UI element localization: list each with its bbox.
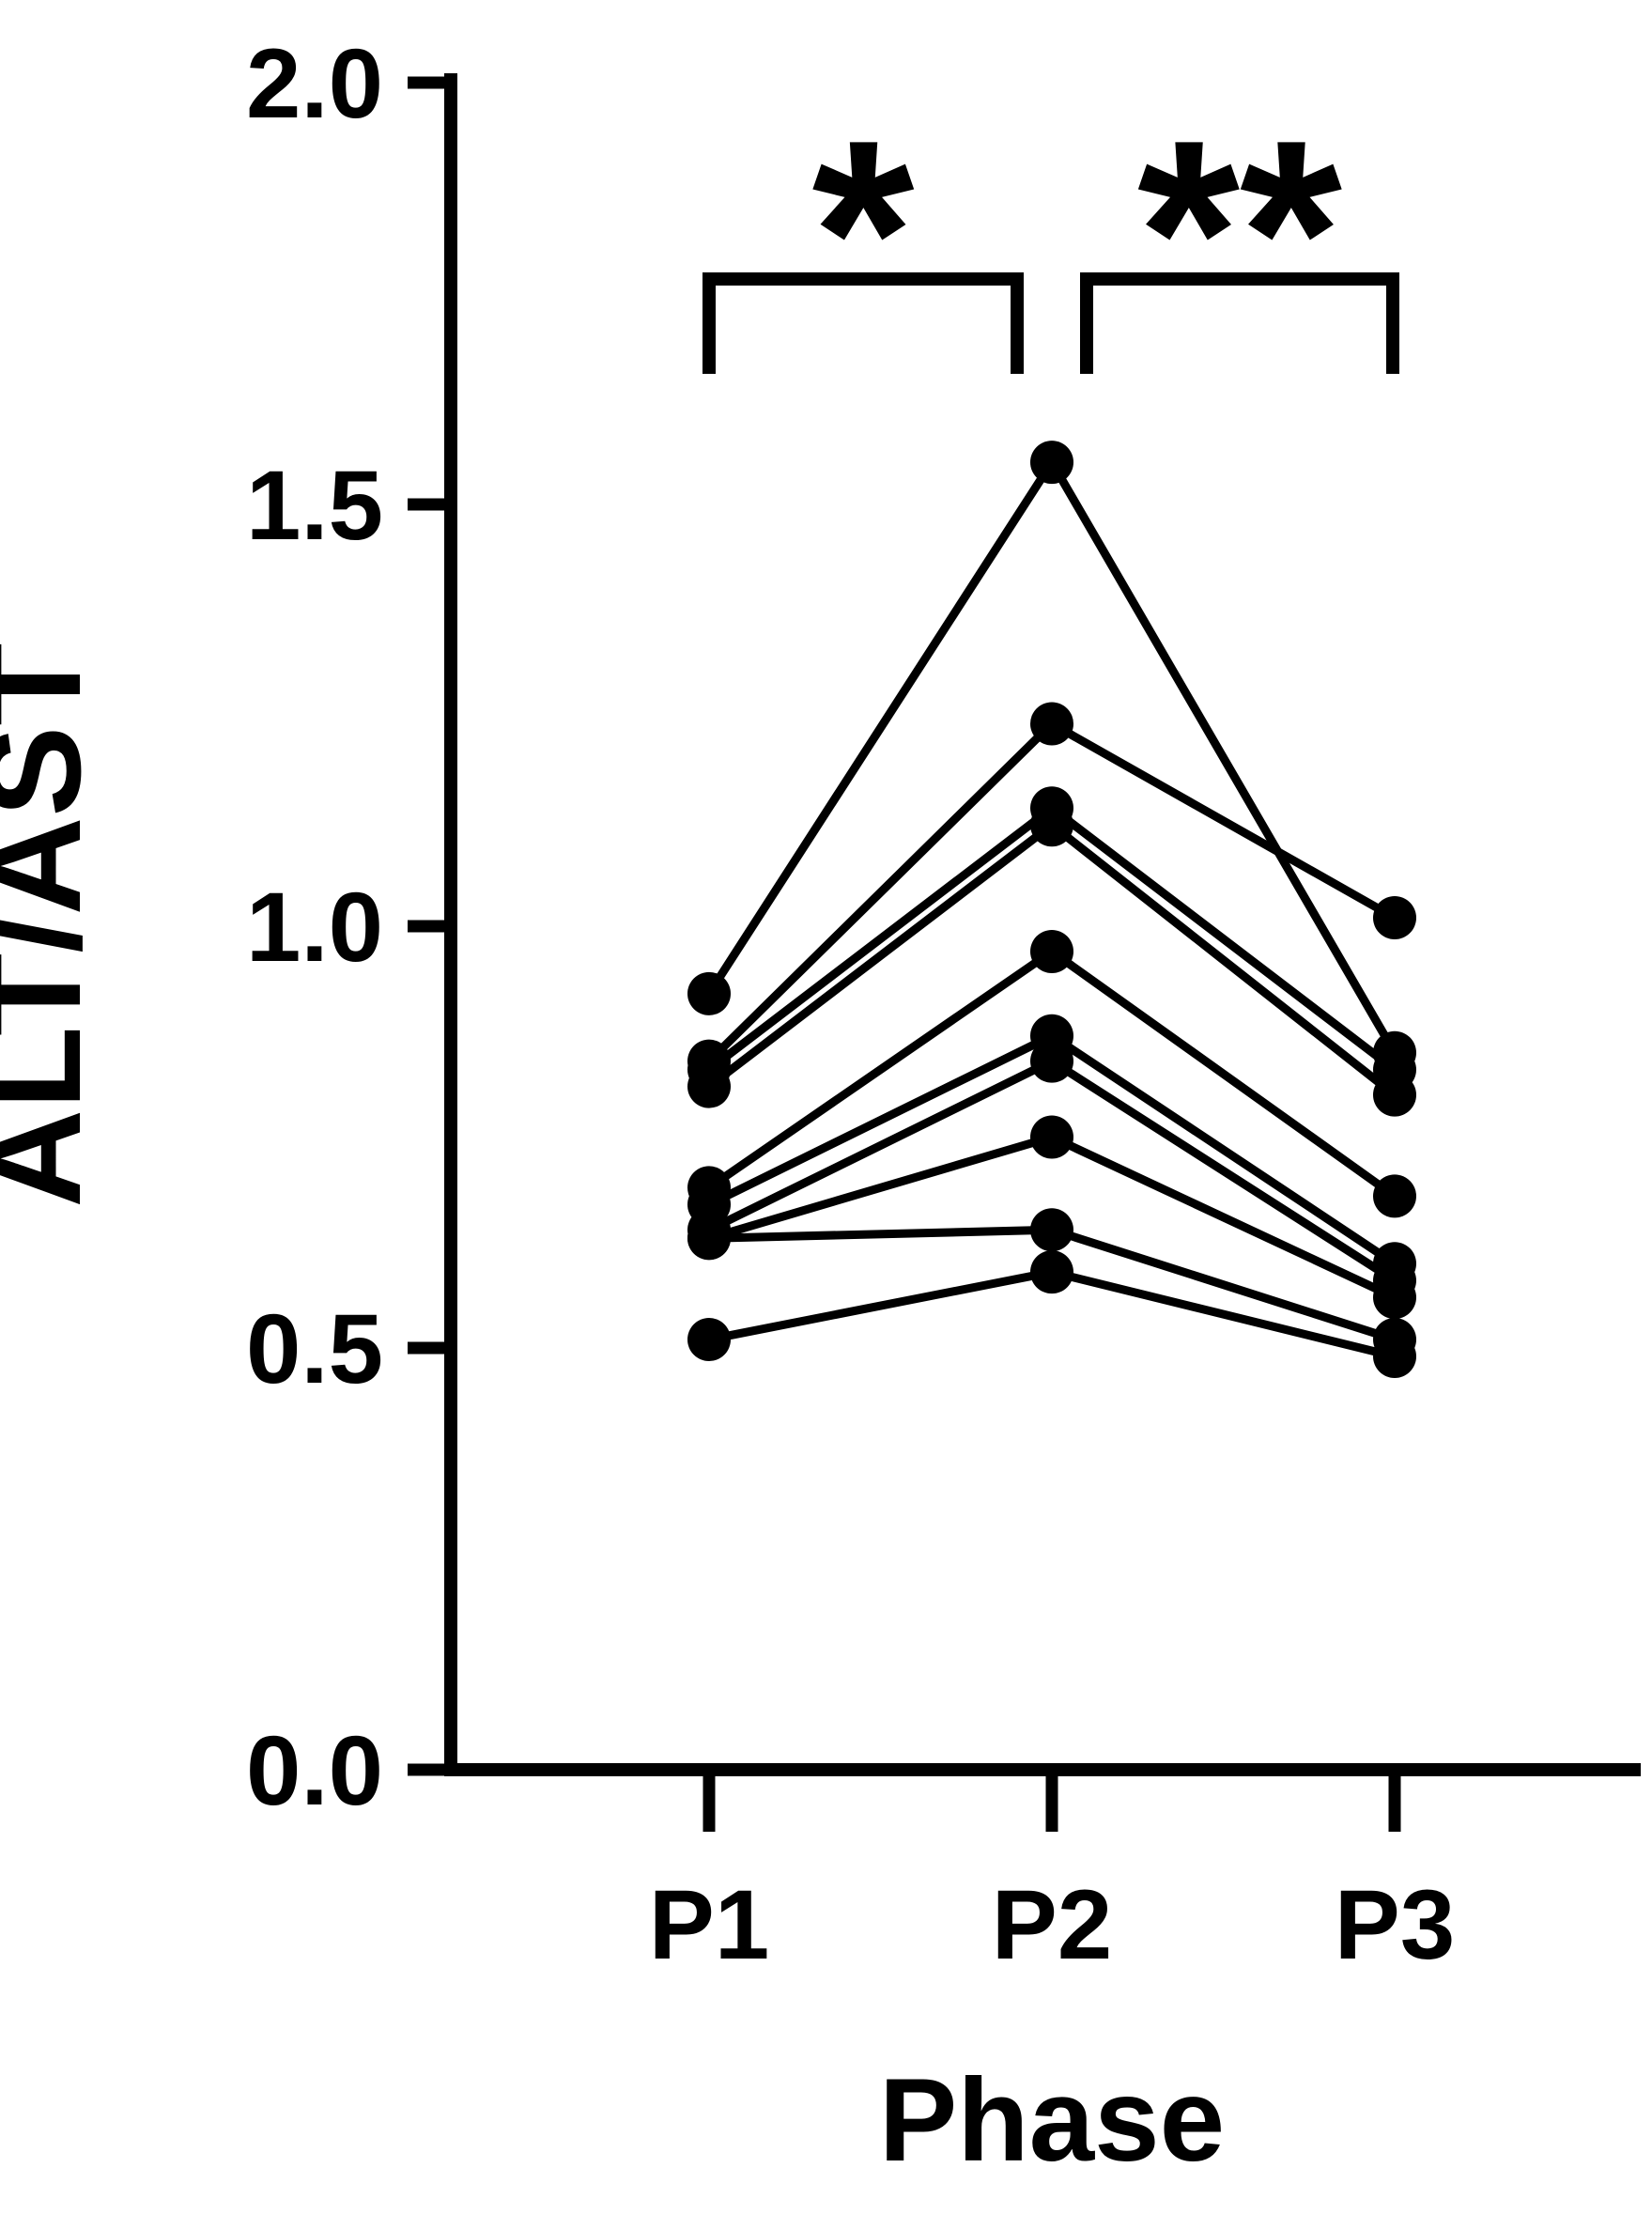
- x-category-label-p3: P3: [1335, 1870, 1455, 1980]
- data-point-subject-9: [687, 1216, 731, 1261]
- data-point-subject-5: [1373, 1174, 1416, 1218]
- y-tick-label: 0.0: [246, 1716, 383, 1826]
- data-point-subject-8: [1030, 1115, 1073, 1159]
- x-axis-title: Phase: [879, 2055, 1225, 2186]
- data-point-subject-10: [687, 1318, 731, 1362]
- data-point-subject-4: [687, 1064, 731, 1108]
- x-category-label-p1: P1: [649, 1870, 769, 1980]
- y-tick-label: 1.0: [246, 873, 383, 983]
- data-point-subject-1: [1030, 441, 1073, 485]
- data-point-subject-2: [1030, 702, 1073, 746]
- data-point-subject-7: [1030, 1039, 1073, 1083]
- data-point-subject-8: [1373, 1276, 1416, 1320]
- data-point-subject-10: [1030, 1250, 1073, 1294]
- data-point-subject-2: [1373, 896, 1416, 940]
- series-layer: [687, 441, 1416, 1378]
- data-point-subject-10: [1373, 1334, 1416, 1378]
- data-point-subject-5: [1030, 929, 1073, 973]
- y-tick-label: 2.0: [246, 29, 383, 139]
- significance-bracket-p2-p3: [1080, 272, 1399, 374]
- y-tick-label: 1.5: [246, 451, 383, 561]
- x-category-label-p2: P2: [992, 1870, 1112, 1980]
- significance-label-p2-p3: **: [1137, 86, 1342, 379]
- y-axis-title: ALT/AST: [0, 643, 109, 1207]
- data-point-subject-1: [687, 971, 731, 1015]
- data-point-subject-4: [1030, 803, 1073, 847]
- data-point-subject-4: [1373, 1073, 1416, 1117]
- data-point-subject-9: [1030, 1208, 1073, 1252]
- significance-bracket-p1-p2: [702, 272, 1024, 374]
- significance-label-p1-p2: *: [812, 86, 915, 379]
- y-tick-label: 0.5: [246, 1294, 383, 1404]
